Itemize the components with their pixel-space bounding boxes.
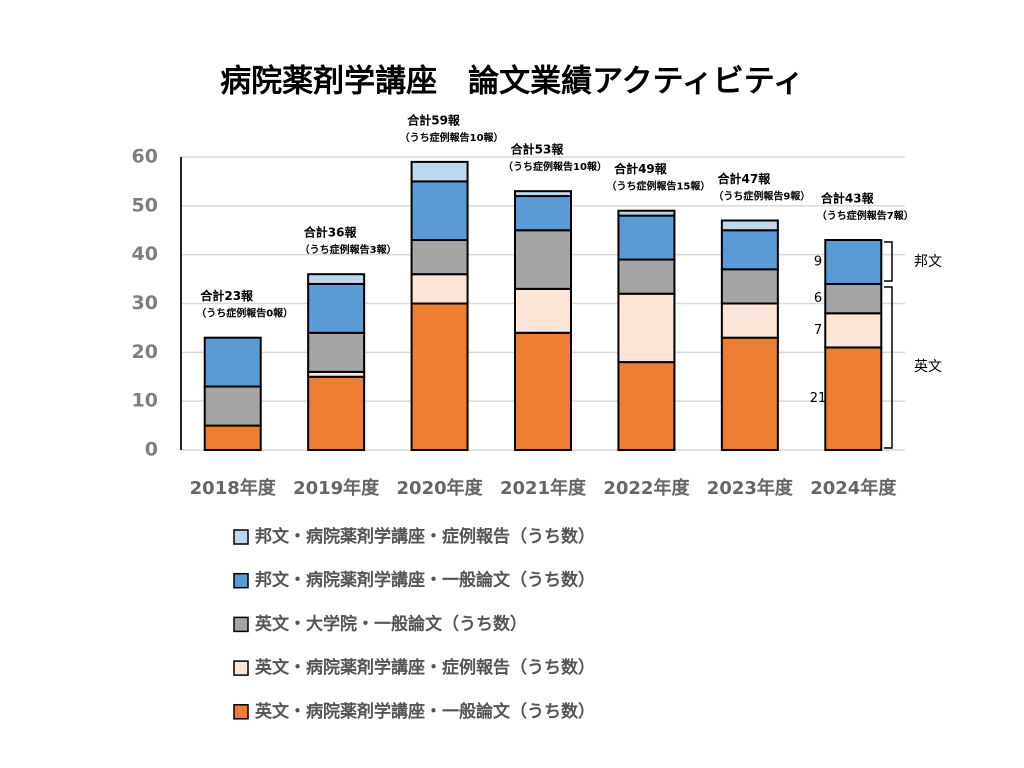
chart-title: 病院薬剤学講座 論文業績アクティビティ — [220, 64, 804, 100]
bar-segment — [203, 385, 262, 427]
total-label: 合計53報 — [511, 142, 565, 157]
legend-swatch — [233, 704, 249, 720]
bar-segment — [824, 282, 883, 315]
legend-label: 邦文・病院薬剤学講座・一般論文（うち数） — [255, 570, 595, 591]
x-tick-label: 2021年度 — [500, 477, 587, 499]
bar-segment — [720, 219, 779, 232]
bar-segment — [514, 195, 572, 232]
x-tick-label: 2019年度 — [293, 477, 380, 499]
case-label: （うち症例報告10報） — [400, 131, 504, 144]
bar-segment — [720, 302, 779, 339]
bar-segment — [720, 336, 779, 451]
case-label: （うち症例報告15報） — [606, 180, 710, 193]
total-label: 合計49報 — [614, 161, 668, 176]
bar-segment — [307, 282, 366, 334]
segment-label: 6 — [814, 291, 822, 306]
bar-segment — [203, 336, 262, 388]
case-label: （うち症例報告0報） — [196, 307, 293, 320]
legend-swatch — [233, 572, 249, 589]
y-tick-label: 30 — [132, 292, 158, 314]
y-tick-label: 40 — [132, 243, 158, 265]
bar-segment — [617, 361, 676, 452]
x-tick-label: 2023年度 — [707, 477, 794, 499]
legend-swatch — [233, 529, 249, 545]
legend-label: 邦文・病院薬剤学講座・症例報告（うち数） — [255, 526, 595, 547]
bar-segment — [410, 239, 469, 276]
legend-label: 英文・病院薬剤学講座・症例報告（うち数） — [255, 657, 595, 678]
bar-segment — [410, 160, 469, 183]
bar-segment — [410, 273, 469, 305]
x-tick-label: 2024年度 — [810, 477, 897, 499]
y-tick-label: 10 — [132, 390, 158, 412]
legend-label: 英文・病院薬剤学講座・一般論文（うち数） — [255, 701, 595, 722]
bar-segment — [617, 292, 676, 364]
bar-segment — [824, 312, 883, 349]
group-label: 英文 — [914, 358, 942, 375]
bar-segment — [824, 239, 883, 285]
bar-segment — [307, 331, 366, 373]
case-label: （うち症例報告9報） — [713, 189, 810, 202]
case-label: （うち症例報告7報） — [817, 209, 914, 222]
segment-label: 21 — [810, 391, 827, 406]
bar-segment — [824, 346, 883, 452]
bar-segment — [617, 258, 676, 295]
bracket — [884, 286, 893, 449]
y-tick-label: 0 — [145, 439, 158, 461]
total-label: 合計36報 — [304, 225, 358, 240]
total-label: 合計47報 — [718, 171, 772, 186]
bar-segment — [514, 331, 572, 451]
bracket — [884, 241, 893, 282]
bar-segment — [307, 273, 366, 285]
total-label: 合計43報 — [821, 191, 875, 206]
bar-segment — [307, 375, 366, 451]
total-label: 合計23報 — [200, 288, 254, 303]
case-label: （うち症例報告10報） — [503, 160, 607, 173]
total-label: 合計59報 — [407, 112, 461, 127]
bar-segment — [617, 214, 676, 261]
x-tick-label: 2022年度 — [603, 477, 690, 499]
bar-segment — [410, 180, 469, 242]
legend-label: 英文・大学院・一般論文（うち数） — [255, 613, 527, 634]
legend-swatch — [233, 616, 249, 633]
y-tick-label: 20 — [132, 341, 158, 363]
y-tick-label: 60 — [132, 146, 158, 168]
case-label: （うち症例報告3報） — [300, 243, 397, 256]
group-label: 邦文 — [914, 254, 942, 270]
bar-segment — [203, 424, 262, 452]
x-tick-label: 2018年度 — [190, 477, 277, 499]
bar-segment — [410, 302, 469, 451]
x-tick-label: 2020年度 — [397, 477, 484, 499]
legend-swatch — [233, 660, 249, 676]
bar-segment — [720, 268, 779, 305]
y-tick-label: 50 — [132, 194, 158, 216]
bar-segment — [514, 190, 572, 198]
bar-segment — [720, 229, 779, 271]
bar-segment — [617, 209, 676, 217]
segment-label: 7 — [814, 323, 822, 338]
segment-label: 9 — [814, 254, 822, 269]
bar-segment — [514, 229, 572, 290]
bar-segment — [514, 287, 572, 334]
